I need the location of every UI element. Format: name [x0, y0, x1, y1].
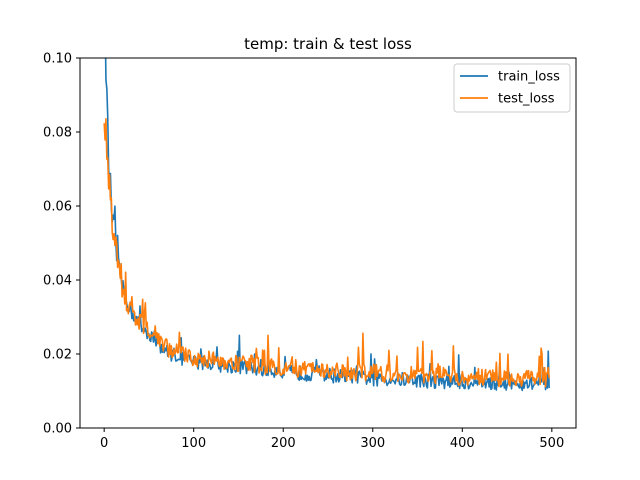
series-layer [103, 58, 550, 392]
x-tick-label: 100 [181, 436, 206, 451]
legend-label-train_loss: train_loss [498, 70, 560, 85]
y-tick-label: 0.00 [43, 422, 72, 437]
x-tick-label: 0 [100, 436, 108, 451]
plot-area: 0 100 200 300 400 500 0.00 0.02 0.04 0.06 0.08 0.1… [43, 52, 577, 451]
y-tick-label: 0.06 [43, 200, 72, 215]
y-tick-label: 0.10 [43, 52, 72, 67]
x-tick-label: 200 [271, 436, 296, 451]
y-tick-label: 0.02 [43, 348, 72, 363]
series-line-test_loss [103, 118, 550, 388]
x-tick-label: 400 [450, 436, 475, 451]
x-tick-label: 300 [360, 436, 385, 451]
y-tick-label: 0.04 [43, 274, 72, 289]
legend-label-test_loss: test_loss [498, 92, 555, 107]
y-tick-label: 0.08 [43, 126, 72, 141]
axes-frame [79, 57, 577, 429]
y-axis-ticks: 0.00 0.02 0.04 0.06 0.08 0.10 [43, 52, 80, 437]
x-axis-ticks: 0 100 200 300 400 500 [100, 428, 564, 451]
axes-spine [79, 57, 577, 429]
legend: train_loss test_loss [453, 63, 571, 113]
x-tick-label: 500 [539, 436, 564, 451]
series-line-train_loss [104, 58, 550, 392]
chart-title: temp: train & test loss [244, 35, 412, 53]
